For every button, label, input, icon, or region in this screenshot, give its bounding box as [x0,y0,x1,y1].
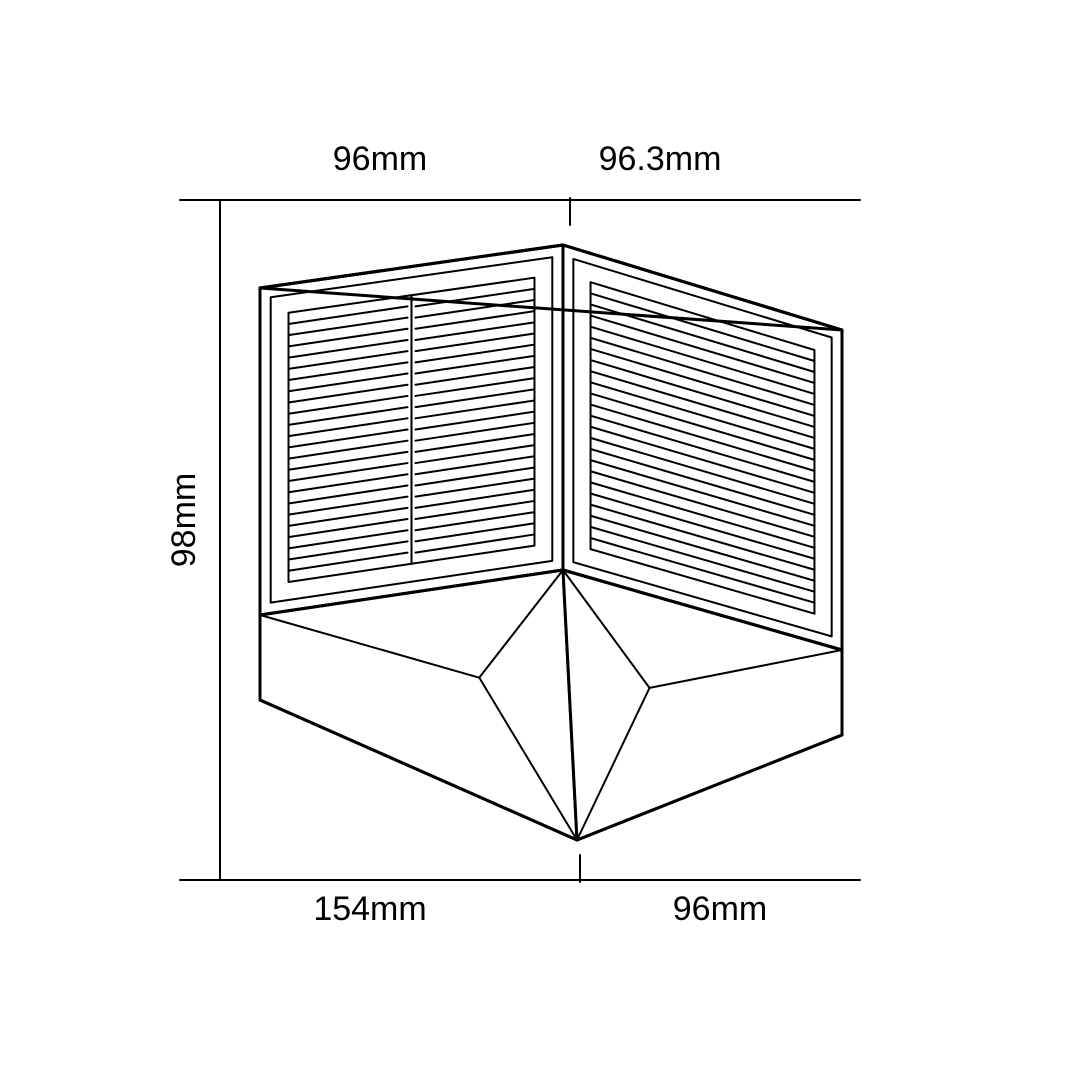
dim-label: 96mm [673,890,767,928]
dimension-diagram: 96mm 96.3mm 98mm 154mm 96mm [0,0,1080,1080]
product-outline [260,245,842,840]
dim-label: 98mm [165,473,203,567]
dim-label: 96mm [333,140,427,178]
dim-label: 154mm [313,890,426,928]
dim-label: 96.3mm [599,140,722,178]
